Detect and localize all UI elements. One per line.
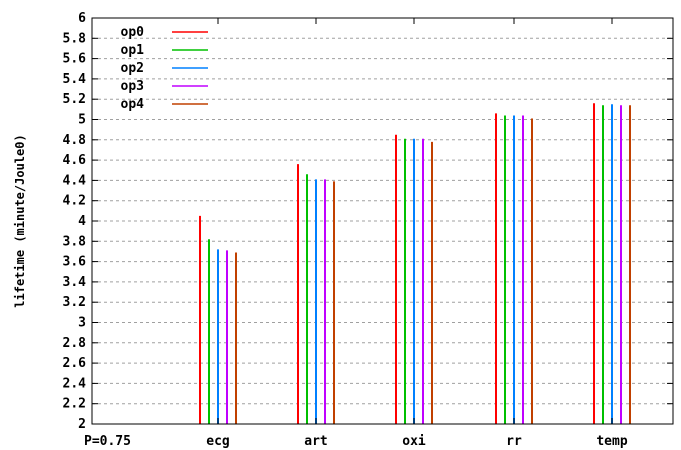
legend-label: op1 [121,43,145,58]
x-category-label: rr [506,434,522,449]
y-tick-label: 2.8 [63,336,87,351]
y-tick-label: 6 [78,11,86,26]
legend-label: op0 [121,25,145,40]
y-tick-label: 2 [78,417,86,432]
legend-label: op4 [121,97,145,112]
y-axis-title: lifetime (minute/Joule0) [13,134,27,307]
x-category-label: art [304,434,327,449]
x-category-label: temp [596,434,627,449]
y-tick-label: 3.2 [63,295,86,310]
y-tick-label: 4.4 [63,173,87,188]
y-tick-label: 5.6 [63,52,87,67]
x-category-label: ecg [206,434,229,449]
grid-layer [92,17,673,425]
legend: op0 op1 op2 op3 op4 [121,25,208,112]
y-tick-label: 5.4 [63,72,87,87]
legend-label: op2 [121,61,144,76]
corner-label: P=0.75 [84,434,131,449]
y-tick-label: 5 [78,113,86,128]
y-tick-label: 2.2 [63,397,86,412]
x-category-label: oxi [402,434,426,449]
y-tick-label: 5.2 [63,92,86,107]
y-tick-label: 3 [78,316,86,331]
y-tick-label: 4.8 [63,133,87,148]
y-tick-label: 4.6 [63,153,87,168]
y-tick-labels: 2 2.2 2.4 2.6 2.8 3 3.2 3.4 3.6 3.8 4 4.2 4.4 4.6 4.8 5… [63,11,87,432]
y-tick-label: 3.4 [63,275,87,290]
bars-layer [199,103,631,424]
y-tick-label: 2.6 [63,356,87,371]
x-category-labels: ecg art oxi rr temp [206,18,628,449]
y-tick-label: 4.2 [63,194,86,209]
y-tick-label: 5.8 [63,31,87,46]
y-tick-label: 2.4 [63,376,87,391]
legend-label: op3 [121,79,144,94]
y-tick-label: 4 [78,214,86,229]
y-tick-label: 3.8 [63,234,87,249]
plot-frame [91,17,674,425]
y-tick-label: 3.6 [63,255,87,270]
